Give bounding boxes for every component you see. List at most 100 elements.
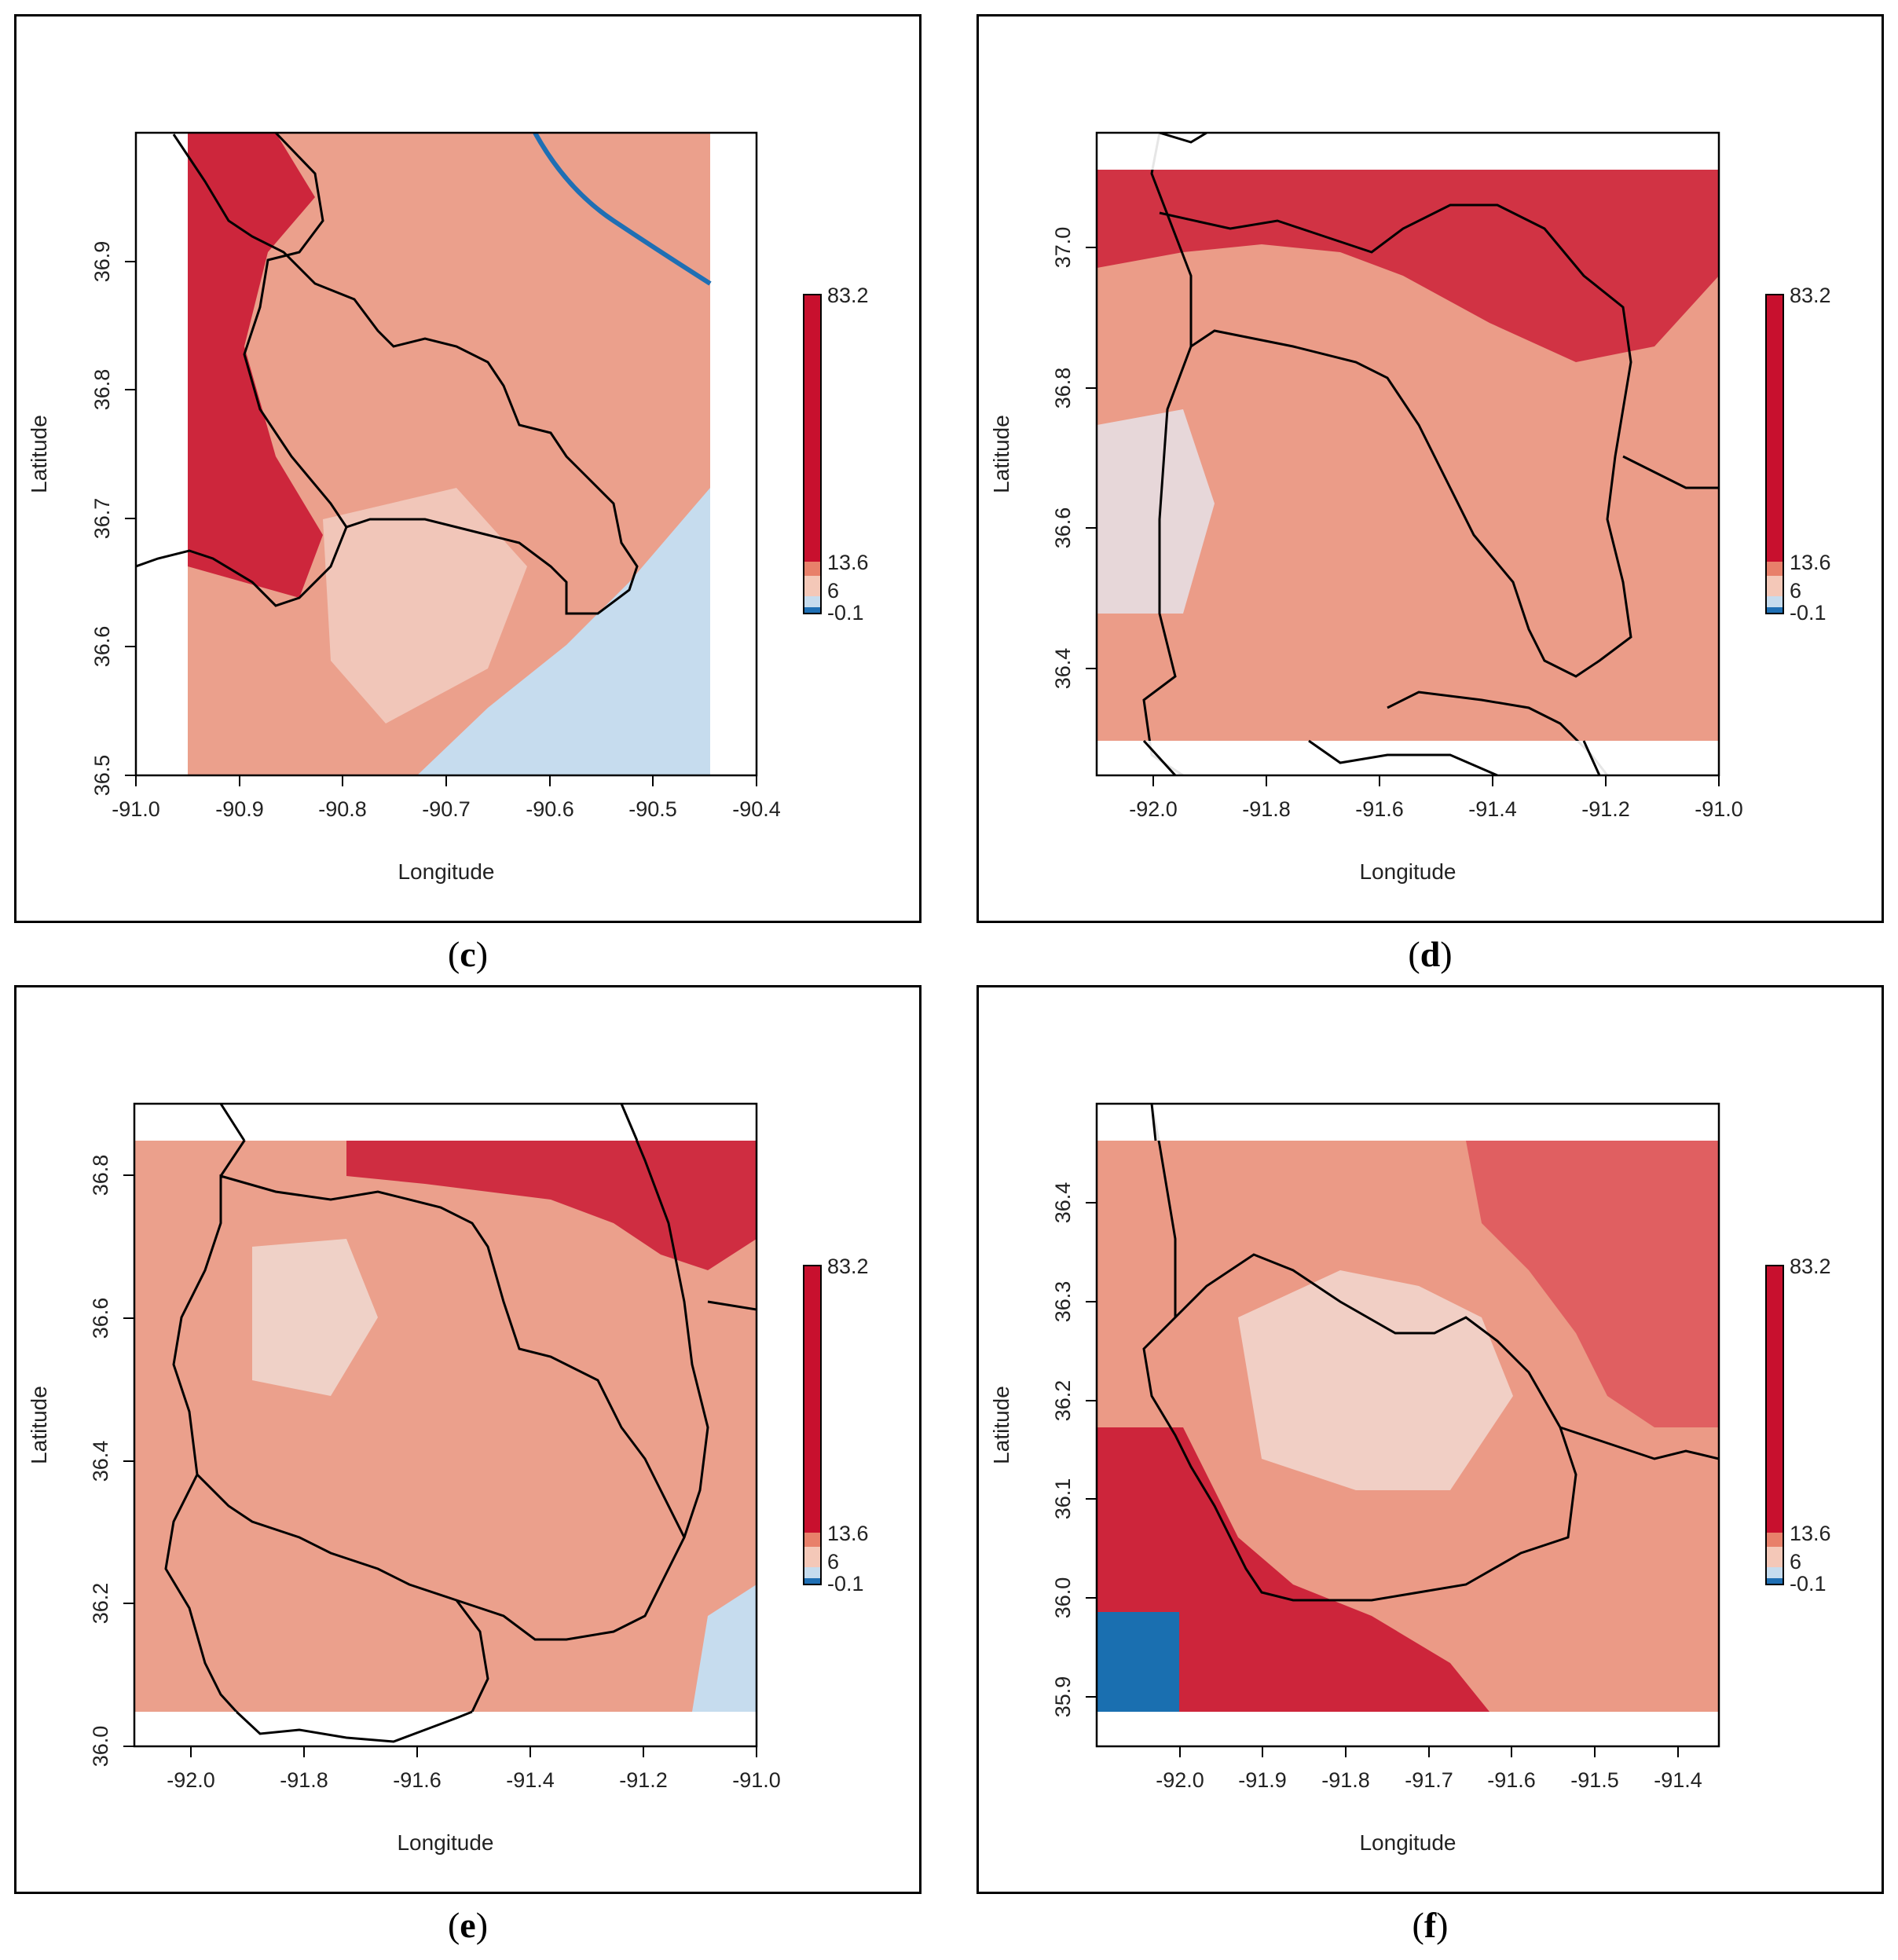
ytick-label: 36.8 (90, 369, 114, 411)
legend-mid: 6 (827, 579, 839, 603)
xtick-label: -90.6 (526, 797, 574, 821)
xlabel-e: Longitude (397, 1830, 493, 1855)
xtick-label: -91.9 (1238, 1768, 1287, 1792)
xticks-e: -92.0 -91.8 -91.6 -91.4 -91.2 -91.0 (167, 1746, 781, 1792)
ytick-label: 36.3 (1051, 1281, 1075, 1323)
plot-frame-e (133, 1102, 758, 1748)
xtick-label: -91.8 (280, 1768, 328, 1792)
boundary-d-bottom (1142, 739, 1601, 775)
legend-e: 83.2 13.6 6 -0.1 (803, 1255, 869, 1595)
boundary-e-east (620, 1104, 757, 1538)
legend-min: -0.1 (1790, 1572, 1827, 1595)
legend-min: -0.1 (1790, 601, 1827, 625)
boundary-f-east (1559, 1426, 1719, 1460)
nodata-f-block (1097, 1612, 1179, 1712)
yticks-d: 36.4 36.6 36.8 37.0 (1051, 227, 1097, 690)
plot-frame-d (1095, 131, 1720, 777)
xtick-label: -90.7 (422, 797, 471, 821)
xtick-label: -91.2 (1581, 797, 1630, 821)
panel-d: -92.0 -91.8 -91.6 -91.4 -91.2 -91.0 36.4… (976, 14, 1884, 923)
xtick-label: -90.9 (215, 797, 264, 821)
legend-mid: 6 (1790, 579, 1801, 603)
legend-max: 83.2 (1790, 1255, 1831, 1278)
chart-c: -91.0 -90.9 -90.8 -90.7 -90.6 -90.5 -90.… (27, 131, 869, 884)
boundary-e-top (219, 1104, 639, 1141)
legend-max: 83.2 (827, 284, 869, 307)
raster-f-southwest (1097, 1427, 1489, 1712)
xtick-label: -91.4 (506, 1768, 555, 1792)
ytick-label: 37.0 (1051, 227, 1075, 269)
raster-c-lowland (417, 488, 710, 775)
ytick-label: 36.4 (1051, 648, 1075, 690)
raster-e-ridge (346, 1141, 757, 1270)
panel-c: -91.0 -90.9 -90.8 -90.7 -90.6 -90.5 -90.… (14, 14, 922, 923)
xtick-label: -91.0 (112, 797, 160, 821)
raster-c-westridge (188, 133, 323, 598)
nodata-e-bottom (134, 1712, 757, 1746)
chart-d: -92.0 -91.8 -91.6 -91.4 -91.2 -91.0 36.4… (989, 131, 1831, 884)
caption-f: (f) (1412, 1905, 1449, 1945)
legend-break: 13.6 (1790, 1522, 1831, 1545)
nodata-d-bottom (1097, 741, 1719, 775)
xtick-label: -91.8 (1242, 797, 1291, 821)
ytick-label: 36.6 (89, 1298, 112, 1339)
plot-frame-f (1095, 1102, 1720, 1748)
boundary-c-outer (243, 133, 348, 528)
legend-min: -0.1 (827, 1572, 864, 1595)
xtick-label: -91.6 (393, 1768, 442, 1792)
ytick-label: 36.2 (1051, 1380, 1075, 1422)
legend-break: 13.6 (1790, 551, 1831, 574)
ytick-label: 35.9 (1051, 1676, 1075, 1718)
xtick-label: -91.6 (1355, 797, 1404, 821)
xtick-label: -90.8 (318, 797, 367, 821)
caption-d: (d) (1408, 934, 1453, 974)
xtick-label: -90.5 (628, 797, 677, 821)
xtick-label: -92.0 (1156, 1768, 1204, 1792)
xtick-label: -91.8 (1321, 1768, 1370, 1792)
caption-letter: e (460, 1905, 476, 1945)
xtick-label: -91.6 (1487, 1768, 1536, 1792)
boundary-c (136, 134, 639, 615)
legend-max: 83.2 (1790, 284, 1831, 307)
xtick-label: -91.4 (1654, 1768, 1702, 1792)
boundary-e-bottom (235, 1710, 473, 1743)
legend-break: 13.6 (827, 551, 869, 574)
nodata-e-top (134, 1104, 757, 1141)
ytick-label: 36.9 (90, 241, 114, 283)
raster-e-lowland (692, 1584, 757, 1712)
xlabel-c: Longitude (398, 859, 494, 884)
raster-f-northeast (1466, 1141, 1719, 1427)
xtick-label: -91.7 (1405, 1768, 1453, 1792)
panel-f: -92.0 -91.9 -91.8 -91.7 -91.6 -91.5 -91.… (976, 985, 1884, 1894)
nodata-f-top (1097, 1104, 1719, 1141)
ylabel-c: Latitude (27, 415, 51, 493)
ytick-label: 36.6 (90, 626, 114, 668)
raster-f-pale (1238, 1270, 1513, 1490)
caption-e: (e) (447, 1905, 489, 1945)
legend-max: 83.2 (827, 1255, 869, 1278)
nodata-f-bottom (1097, 1712, 1719, 1746)
xtick-label: -91.2 (619, 1768, 668, 1792)
boundary-f-top (1150, 1104, 1157, 1141)
boundary-d-basin (1159, 203, 1632, 678)
ytick-label: 36.1 (1051, 1478, 1075, 1520)
legend-d: 83.2 13.6 6 -0.1 (1765, 284, 1831, 625)
panel-e: -92.0 -91.8 -91.6 -91.4 -91.2 -91.0 36.0… (14, 985, 922, 1894)
yticks-f: 35.9 36.0 36.1 36.2 36.3 36.4 (1051, 1182, 1097, 1718)
ylabel-d: Latitude (989, 415, 1013, 493)
chart-f: -92.0 -91.9 -91.8 -91.7 -91.6 -91.5 -91.… (989, 1102, 1831, 1855)
chart-e: -92.0 -91.8 -91.6 -91.4 -91.2 -91.0 36.0… (27, 1102, 869, 1855)
legend-f: 83.2 13.6 6 -0.1 (1765, 1255, 1831, 1595)
ytick-label: 36.8 (1051, 368, 1075, 409)
yticks-e: 36.0 36.2 36.4 36.6 36.8 (89, 1155, 134, 1767)
ylabel-e: Latitude (27, 1386, 51, 1464)
raster-c-pale (323, 488, 527, 724)
ytick-label: 36.8 (89, 1155, 112, 1196)
raster-d-ridge (1097, 170, 1719, 362)
boundary-e-south2 (455, 1599, 489, 1713)
xlabel-d: Longitude (1359, 859, 1456, 884)
legend-min: -0.1 (827, 601, 864, 625)
ytick-label: 36.4 (1051, 1182, 1075, 1224)
boundary-e-basin (172, 1174, 686, 1641)
ytick-label: 36.7 (90, 498, 114, 540)
